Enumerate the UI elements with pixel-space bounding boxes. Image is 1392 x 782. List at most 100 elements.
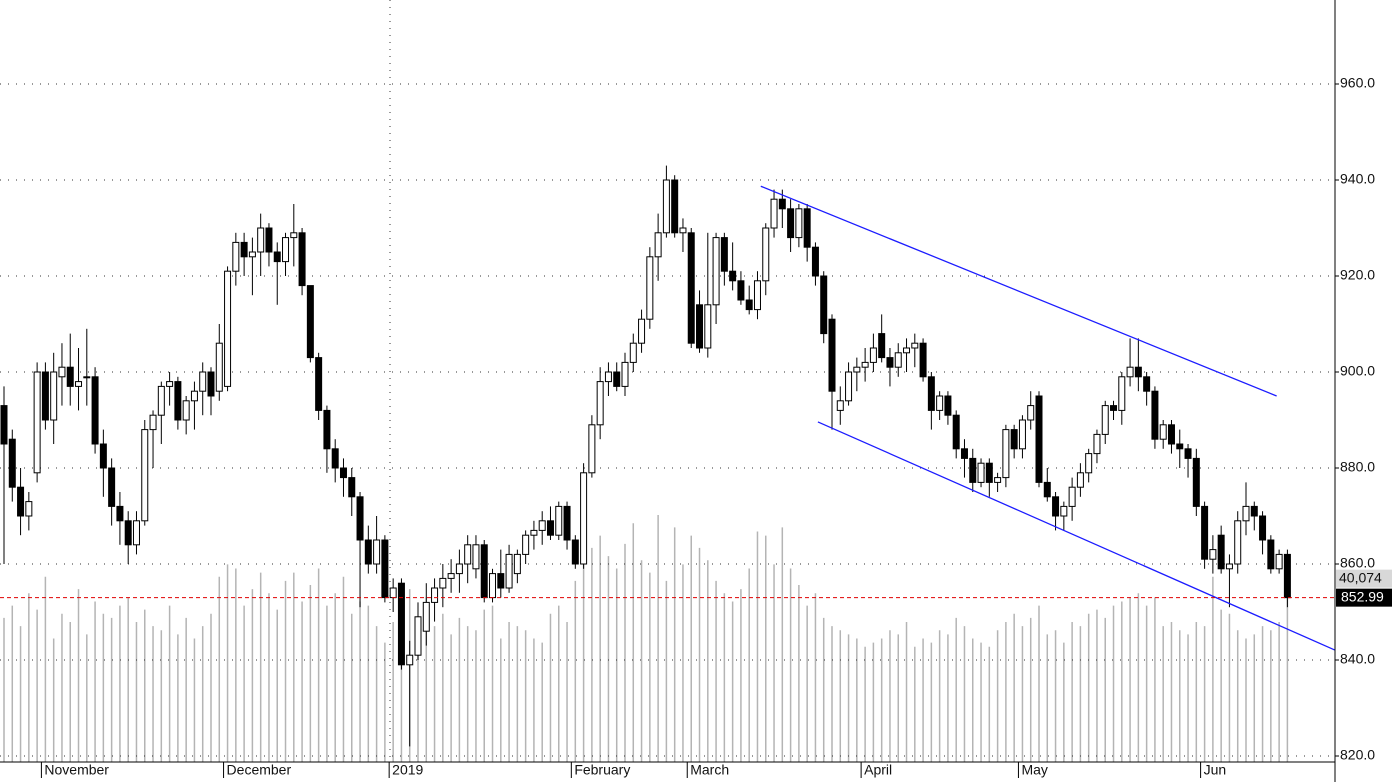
candle-body [687, 232, 695, 344]
candle-body [621, 361, 629, 387]
candle-body [447, 573, 455, 579]
candle-body [1209, 549, 1217, 560]
candle-body [811, 246, 819, 277]
candle-body [455, 563, 463, 575]
candle-body [373, 539, 381, 565]
candle-body [944, 395, 952, 416]
candle-body [820, 275, 828, 335]
x-tick-label: March [690, 762, 729, 778]
candle-body [356, 496, 364, 541]
candle-body [1259, 515, 1267, 541]
candle-body [348, 477, 356, 498]
candle-body [513, 553, 521, 575]
candle-body [182, 400, 190, 421]
y-tick-label: 840.0 [1340, 651, 1375, 667]
candle-body [985, 462, 993, 483]
candle-body [190, 390, 198, 402]
candle-body [853, 366, 861, 373]
candle-body [298, 232, 306, 287]
candle-body [257, 227, 265, 253]
candle-body [662, 179, 670, 234]
candle-body [389, 587, 397, 599]
candle-body [116, 505, 124, 522]
candle-body [1027, 405, 1035, 421]
y-tick-label: 900.0 [1340, 363, 1375, 379]
candle-body [1110, 405, 1118, 411]
candle-body [952, 414, 960, 450]
candle-body [1234, 520, 1242, 565]
candle-body [489, 573, 497, 599]
candle-body [795, 208, 803, 239]
candle-body [638, 318, 646, 344]
candle-body [472, 544, 480, 570]
candle-body [613, 371, 621, 387]
candle-body [1267, 539, 1275, 570]
candle-body [273, 251, 281, 263]
candle-body [1217, 534, 1225, 570]
candle-body [199, 371, 207, 392]
candle-body [124, 520, 132, 546]
candle-body [1035, 395, 1043, 483]
candle-body [1002, 429, 1010, 479]
candle-body [141, 429, 149, 522]
candle-body [439, 577, 447, 589]
candle-body [224, 270, 232, 387]
candle-body [1043, 481, 1051, 498]
candle-body [108, 467, 116, 507]
candle-body [50, 371, 58, 421]
candle-body [1283, 553, 1291, 599]
volume-layer [3, 515, 1289, 762]
candle-body [994, 477, 1002, 483]
candle-body [919, 342, 927, 378]
candle-body [845, 371, 853, 402]
candle-body [17, 486, 25, 517]
candle-body [381, 539, 389, 599]
candle-body [745, 299, 753, 311]
candle-body [1275, 553, 1283, 570]
candle-body [977, 462, 985, 483]
candle-body [1167, 424, 1175, 445]
candle-body [679, 227, 687, 234]
candle-body [33, 371, 41, 474]
candle-body [803, 208, 811, 248]
candle-body [1010, 429, 1018, 450]
candle-body [1143, 376, 1151, 392]
candle-body [422, 601, 430, 632]
candle-body [629, 342, 637, 363]
candle-body [704, 304, 712, 349]
candle-body [1250, 505, 1258, 517]
candle-body [1093, 433, 1101, 455]
candle-body [563, 505, 571, 541]
candle-body [1076, 472, 1084, 488]
candle-body [1192, 457, 1200, 507]
candle-body [339, 467, 347, 479]
candle-body [397, 582, 405, 666]
candle-body [878, 333, 886, 359]
candle-body [505, 553, 513, 589]
candle-body [911, 342, 919, 349]
candle-body [530, 529, 538, 536]
candle-body [66, 366, 74, 387]
candle-body [240, 241, 248, 258]
candle-body [770, 198, 778, 229]
overlay-layer [0, 185, 1335, 651]
y-tick-label: 880.0 [1340, 459, 1375, 475]
candle-body [1176, 443, 1184, 450]
y-tick-label: 920.0 [1340, 267, 1375, 283]
candle-body [538, 520, 546, 531]
candle-body [546, 520, 554, 536]
candle-body [232, 241, 240, 272]
candle-body [1052, 496, 1060, 517]
candle-body [522, 534, 530, 555]
candle-body [207, 371, 215, 397]
candle-body [1151, 390, 1159, 440]
candle-body [604, 371, 612, 383]
candle-body [166, 381, 174, 387]
x-tick-label: February [574, 762, 630, 778]
candle-body [1018, 419, 1026, 450]
y-tick-label: 820.0 [1340, 747, 1375, 763]
candle-body [157, 385, 165, 416]
candle-body [306, 285, 314, 359]
candle-body [869, 347, 877, 363]
